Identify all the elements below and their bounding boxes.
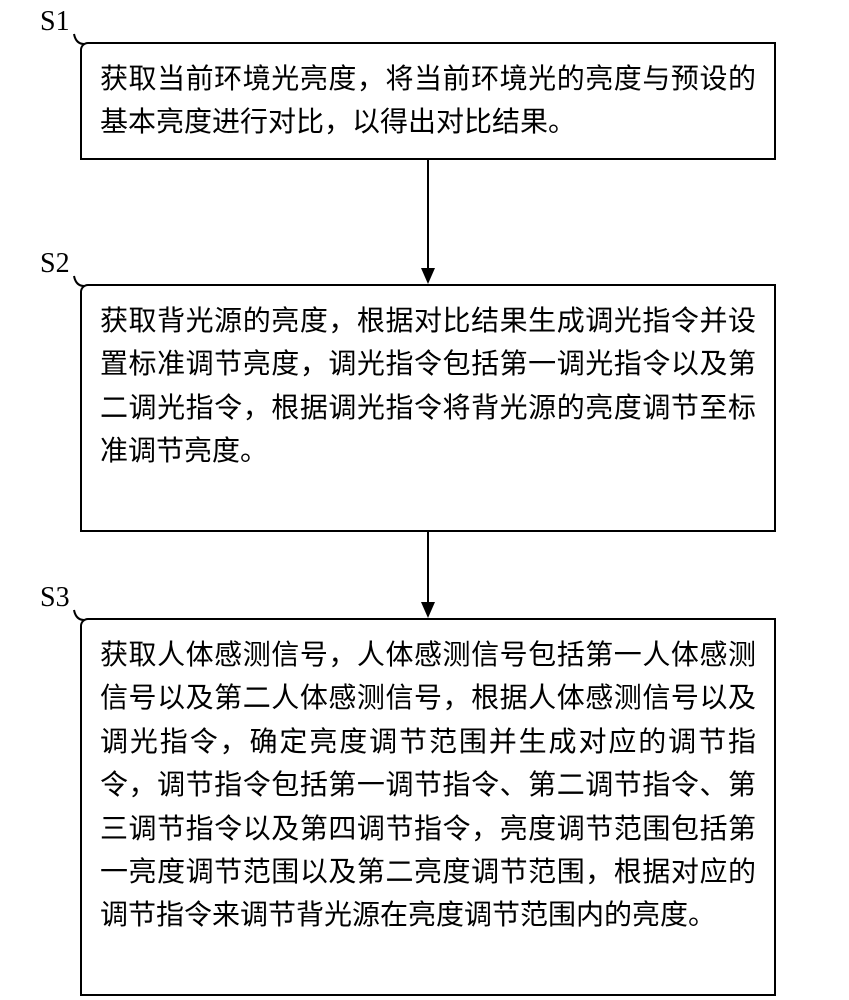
connector-s2-s3: [414, 532, 442, 618]
step-label-s2: S2: [40, 248, 70, 280]
step-label-s1: S1: [40, 6, 70, 38]
connector-s1-s2: [414, 160, 442, 284]
step-box-s2: 获取背光源的亮度，根据对比结果生成调光指令并设置标准调节亮度，调光指令包括第一调…: [80, 284, 776, 532]
step-box-s1: 获取当前环境光亮度，将当前环境光的亮度与预设的基本亮度进行对比，以得出对比结果。: [80, 42, 776, 160]
step-label-s3: S3: [40, 582, 70, 614]
step-box-s3: 获取人体感测信号，人体感测信号包括第一人体感测信号以及第二人体感测信号，根据人体…: [80, 618, 776, 996]
flowchart-canvas: S1 获取当前环境光亮度，将当前环境光的亮度与预设的基本亮度进行对比，以得出对比结…: [0, 0, 849, 1000]
